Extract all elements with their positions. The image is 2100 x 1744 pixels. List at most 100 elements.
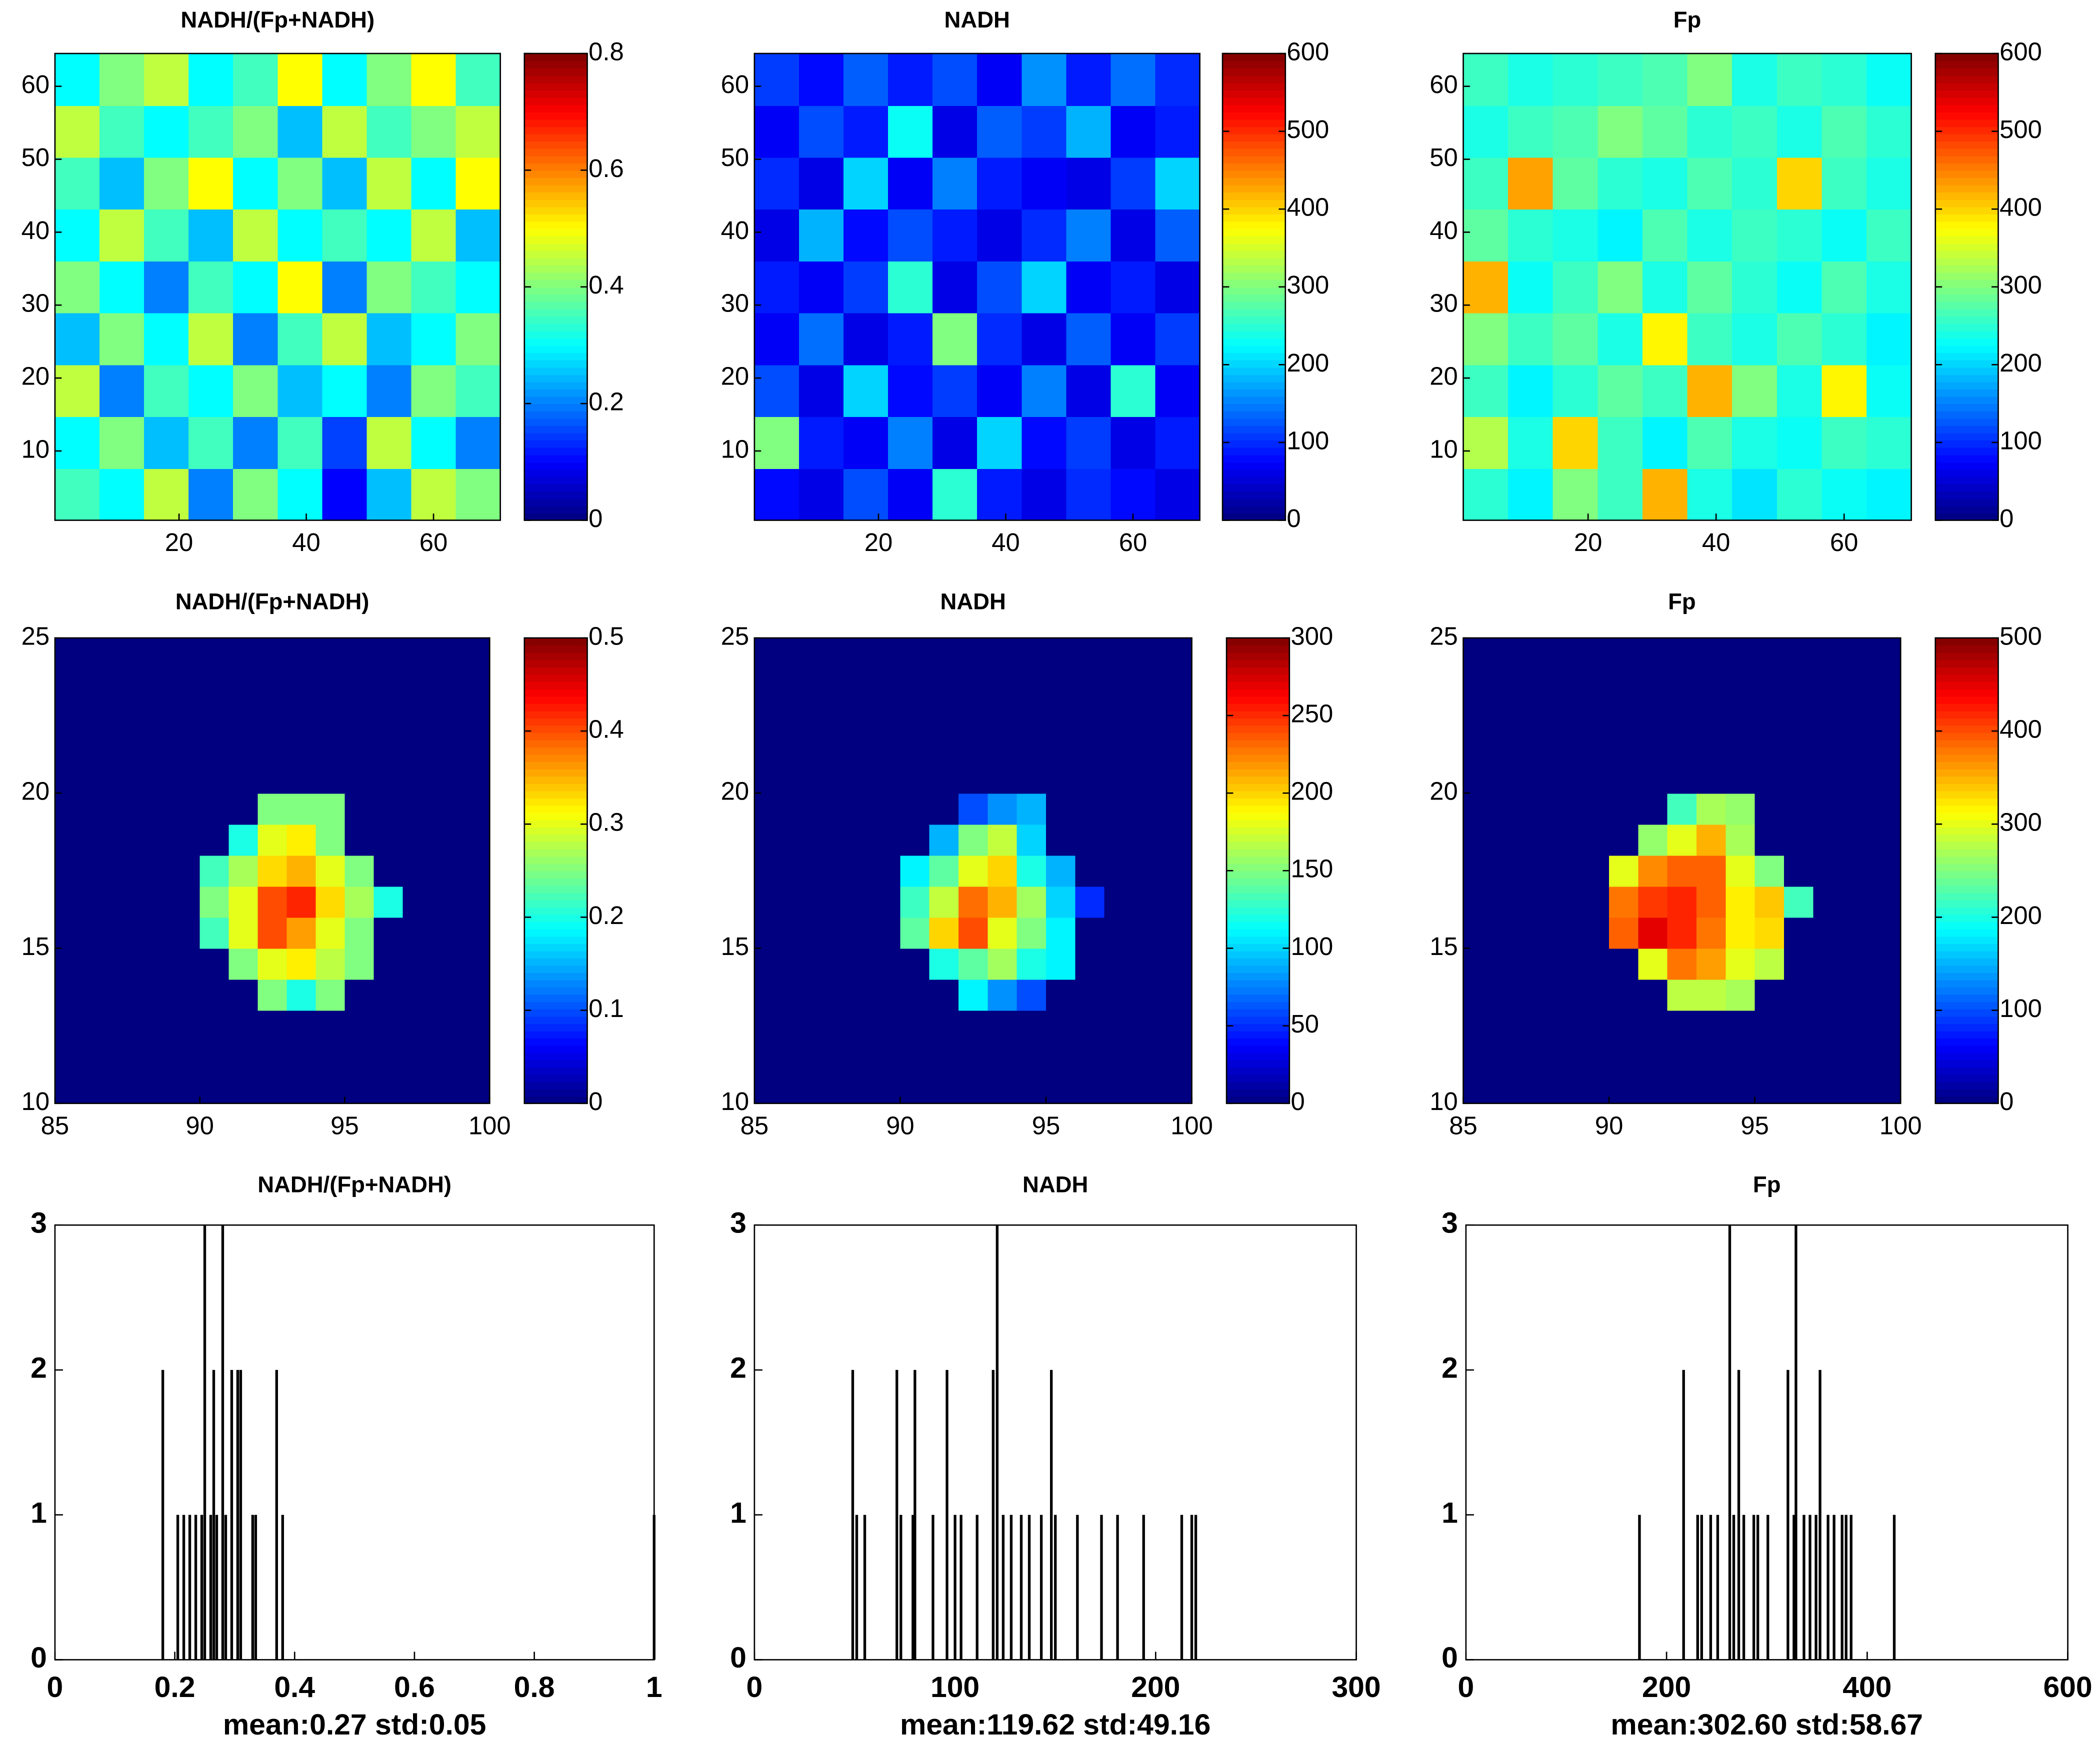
colorbar-step <box>1935 440 1998 448</box>
colorbar-step <box>1935 491 1998 499</box>
heatmap-cell <box>977 260 1022 314</box>
x-tick-label: 95 <box>1032 1111 1060 1140</box>
colorbar-step <box>1935 1052 1998 1060</box>
colorbar-step <box>524 827 588 835</box>
colorbar-step <box>524 199 588 208</box>
heatmap-cell <box>1046 638 1076 670</box>
heatmap-cell <box>460 948 490 980</box>
colorbar-tick-label: 100 <box>2000 426 2042 454</box>
heatmap-cell <box>1022 260 1067 314</box>
colorbar-step <box>1226 740 1290 748</box>
heatmap-cell <box>1726 917 1756 949</box>
colorbar-step <box>1935 878 1998 886</box>
colorbar-step <box>524 243 588 251</box>
heatmap-cell <box>812 793 842 825</box>
heatmap-cell <box>1110 260 1156 314</box>
y-tick-label: 50 <box>721 143 750 172</box>
colorbar-step <box>524 1096 588 1104</box>
heatmap-cell <box>344 886 374 918</box>
heatmap-cell <box>233 364 278 418</box>
heatmap-cell <box>988 1072 1018 1104</box>
heatmap-cell <box>258 1041 288 1073</box>
colorbar-step <box>524 725 588 734</box>
heatmap-cell <box>842 731 872 763</box>
heatmap-cell <box>411 53 456 106</box>
x-tick-label: 1 <box>646 1671 662 1704</box>
x-tick-label: 100 <box>468 1111 511 1140</box>
colorbar-step <box>524 740 588 748</box>
heatmap-cell <box>784 1041 814 1073</box>
heatmap-cell <box>812 668 842 701</box>
heatmap-cell <box>188 468 234 521</box>
heatmap-cell <box>322 416 368 469</box>
heatmap-cell <box>1155 364 1200 418</box>
heatmap-cell <box>1492 1072 1522 1104</box>
heatmap-cell <box>1726 762 1756 794</box>
y-tick-label: 40 <box>22 216 50 244</box>
heatmap-cell <box>84 886 114 918</box>
heatmap-cell <box>278 53 323 106</box>
colorbar-step <box>1935 170 1998 178</box>
x-tick-label: 60 <box>1830 528 1858 556</box>
colorbar-step <box>1222 90 1286 98</box>
colorbar-step <box>1935 725 1998 734</box>
colorbar-step <box>1226 907 1290 915</box>
heatmap-cell <box>1784 1041 1814 1073</box>
colorbar-step <box>1226 790 1290 798</box>
heatmap-cell <box>99 468 145 521</box>
y-tick-label: 10 <box>721 1087 750 1116</box>
colorbar-step <box>1935 892 1998 900</box>
heatmap-cell <box>1609 762 1639 794</box>
heatmap-cell <box>1754 793 1785 825</box>
heatmap-cell <box>1866 260 1912 314</box>
heatmap-cell <box>1016 700 1047 732</box>
heatmap-cell <box>460 668 490 701</box>
heatmap-cell <box>1638 762 1668 794</box>
heatmap-cell <box>1133 1010 1164 1042</box>
heatmap-cell <box>1667 886 1698 918</box>
colorbar-step <box>524 308 588 317</box>
colorbar-step <box>1226 994 1290 1002</box>
heatmap-cell <box>460 886 490 918</box>
colorbar-step <box>1222 432 1286 441</box>
x-tick-label: 40 <box>992 528 1020 556</box>
heatmap-cell <box>932 209 978 262</box>
colorbar-step <box>1935 965 1998 974</box>
x-tick-label: 200 <box>1131 1671 1180 1704</box>
heatmap-cell <box>958 824 988 856</box>
heatmap-cell <box>200 855 230 887</box>
heatmap-cell <box>54 260 100 314</box>
heatmap-cell <box>286 762 316 794</box>
colorbar-step <box>524 776 588 784</box>
colorbar-step <box>524 141 588 149</box>
colorbar-step <box>1226 842 1290 850</box>
colorbar-step <box>524 812 588 820</box>
heatmap-cell <box>1550 668 1580 701</box>
heatmap-cell <box>842 886 872 918</box>
colorbar-step <box>1222 345 1286 354</box>
heatmap-cell <box>784 855 814 887</box>
colorbar-step <box>1935 652 1998 660</box>
heatmap-cell <box>1162 1010 1192 1042</box>
heatmap-cell <box>844 416 889 469</box>
heatmap-cell <box>344 668 374 701</box>
colorbar-step <box>1222 440 1286 448</box>
heatmap-cell <box>1463 855 1493 887</box>
chart-title: Fp <box>1674 7 1702 32</box>
heatmap-cell <box>1046 886 1076 918</box>
heatmap-cell <box>1871 762 1902 794</box>
heatmap-cell <box>374 855 404 887</box>
heatmap-cell <box>233 468 278 521</box>
heatmap-cell <box>142 762 172 794</box>
colorbar-step <box>1222 506 1286 514</box>
heatmap-cell <box>1842 762 1872 794</box>
heatmap-cell <box>1463 157 1509 210</box>
heatmap-cell <box>888 260 934 314</box>
heatmap-cell <box>84 668 114 701</box>
colorbar-step <box>1226 725 1290 734</box>
heatmap-cell <box>1667 638 1698 670</box>
heatmap-cell <box>1110 468 1156 521</box>
y-tick-label: 60 <box>1430 70 1458 98</box>
colorbar-step <box>1935 206 1998 214</box>
colorbar-tick-label: 300 <box>2000 270 2042 299</box>
